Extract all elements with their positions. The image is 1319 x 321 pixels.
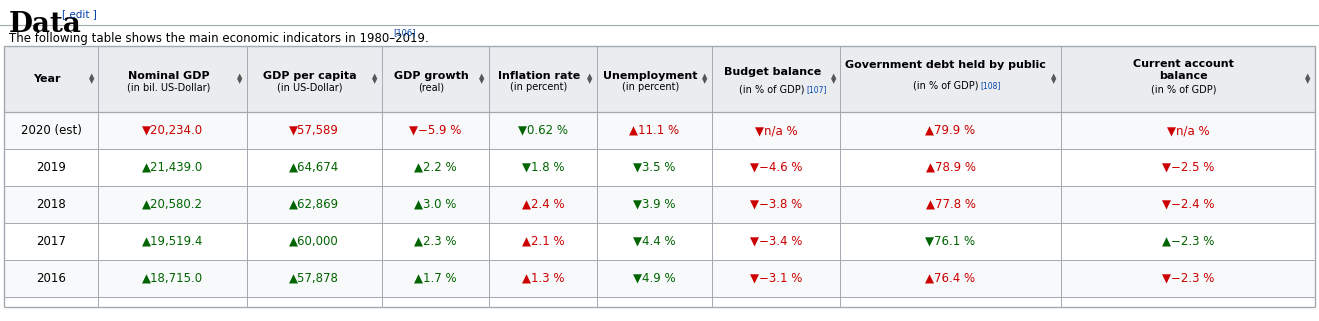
Text: (in % of GDP): (in % of GDP) <box>740 85 805 95</box>
Text: ▲2.2 %: ▲2.2 % <box>414 161 456 174</box>
Text: ▲: ▲ <box>831 74 836 80</box>
Text: ▲1.7 %: ▲1.7 % <box>414 272 456 285</box>
Text: ▲: ▲ <box>237 74 243 80</box>
Text: (in US-Dollar): (in US-Dollar) <box>277 82 343 92</box>
Text: ▼4.4 %: ▼4.4 % <box>633 235 675 248</box>
Text: 2016: 2016 <box>36 272 66 285</box>
Text: ▲: ▲ <box>88 74 94 80</box>
Text: ▼4.9 %: ▼4.9 % <box>633 272 675 285</box>
Text: ▼: ▼ <box>88 79 94 84</box>
Text: ▼3.5 %: ▼3.5 % <box>633 161 675 174</box>
Bar <box>4 260 1315 297</box>
Text: ▼76.1 %: ▼76.1 % <box>926 235 976 248</box>
Text: ▲2.1 %: ▲2.1 % <box>521 235 565 248</box>
Text: ▼−4.6 %: ▼−4.6 % <box>751 161 802 174</box>
Text: [108]: [108] <box>980 81 1000 90</box>
Text: (in percent): (in percent) <box>510 82 567 92</box>
Text: ▲: ▲ <box>587 74 592 80</box>
Text: ▲−2.3 %: ▲−2.3 % <box>1162 235 1213 248</box>
Text: ▼0.62 %: ▼0.62 % <box>518 124 567 137</box>
Text: ▲: ▲ <box>1051 74 1057 80</box>
Text: ▲: ▲ <box>702 74 707 80</box>
Text: ▼20,234.0: ▼20,234.0 <box>142 124 203 137</box>
Bar <box>4 46 1315 112</box>
Text: ▲11.1 %: ▲11.1 % <box>629 124 679 137</box>
Text: ▼: ▼ <box>831 79 836 84</box>
Text: balance: balance <box>1159 71 1208 81</box>
Text: ▲62,869: ▲62,869 <box>289 198 339 211</box>
Text: ▼1.8 %: ▼1.8 % <box>521 161 565 174</box>
Text: GDP growth: GDP growth <box>394 71 468 81</box>
Text: ▼n/a %: ▼n/a % <box>1166 124 1210 137</box>
Bar <box>4 149 1315 186</box>
Text: ▼: ▼ <box>587 79 592 84</box>
Text: Budget balance: Budget balance <box>724 67 820 77</box>
Text: [106]: [106] <box>393 28 415 37</box>
Text: (in bil. US-Dollar): (in bil. US-Dollar) <box>127 82 210 92</box>
Text: (in % of GDP): (in % of GDP) <box>913 81 979 91</box>
Text: 2018: 2018 <box>37 198 66 211</box>
Text: ▲1.3 %: ▲1.3 % <box>521 272 565 285</box>
Text: ▼n/a %: ▼n/a % <box>754 124 798 137</box>
Text: ▼−2.5 %: ▼−2.5 % <box>1162 161 1213 174</box>
Text: 2017: 2017 <box>36 235 66 248</box>
Text: Government debt held by public: Government debt held by public <box>845 60 1046 70</box>
Text: ▲20,580.2: ▲20,580.2 <box>142 198 203 211</box>
Text: ▼: ▼ <box>702 79 707 84</box>
Text: ▼−3.1 %: ▼−3.1 % <box>751 272 802 285</box>
Text: ▼−3.8 %: ▼−3.8 % <box>751 198 802 211</box>
Text: ▼−3.4 %: ▼−3.4 % <box>751 235 802 248</box>
Text: ▲78.9 %: ▲78.9 % <box>926 161 976 174</box>
Text: ▼: ▼ <box>237 79 243 84</box>
Text: Data: Data <box>9 11 82 38</box>
Text: Nominal GDP: Nominal GDP <box>128 71 210 81</box>
Text: [107]: [107] <box>806 85 827 94</box>
Text: ▲18,715.0: ▲18,715.0 <box>142 272 203 285</box>
Text: Current account: Current account <box>1133 59 1235 69</box>
Text: 2019: 2019 <box>36 161 66 174</box>
Text: Inflation rate: Inflation rate <box>497 71 580 81</box>
Text: ▲3.0 %: ▲3.0 % <box>414 198 456 211</box>
Text: ▲64,674: ▲64,674 <box>289 161 339 174</box>
Bar <box>4 223 1315 260</box>
Text: Year: Year <box>33 74 61 84</box>
Text: ▼57,589: ▼57,589 <box>289 124 339 137</box>
Text: ▼: ▼ <box>1306 79 1311 84</box>
Text: ▲77.8 %: ▲77.8 % <box>926 198 976 211</box>
Text: ▼: ▼ <box>479 79 485 84</box>
Text: The following table shows the main economic indicators in 1980–2019.: The following table shows the main econo… <box>9 32 429 45</box>
Text: ▲: ▲ <box>372 74 377 80</box>
Text: ▲57,878: ▲57,878 <box>289 272 339 285</box>
Text: (in percent): (in percent) <box>621 82 679 92</box>
Text: ▲: ▲ <box>1306 74 1311 80</box>
Text: GDP per capita: GDP per capita <box>264 71 357 81</box>
Text: (in % of GDP): (in % of GDP) <box>1151 85 1216 95</box>
Text: ▲60,000: ▲60,000 <box>289 235 339 248</box>
Text: ▼3.9 %: ▼3.9 % <box>633 198 675 211</box>
Text: ▼: ▼ <box>372 79 377 84</box>
Text: ▲2.3 %: ▲2.3 % <box>414 235 456 248</box>
Text: [ edit ]: [ edit ] <box>62 9 96 19</box>
Text: ▼−5.9 %: ▼−5.9 % <box>409 124 462 137</box>
Bar <box>4 112 1315 149</box>
Text: ▲79.9 %: ▲79.9 % <box>926 124 976 137</box>
Text: ▲19,519.4: ▲19,519.4 <box>141 235 203 248</box>
Text: ▼−2.3 %: ▼−2.3 % <box>1162 272 1213 285</box>
Text: (real): (real) <box>418 82 445 92</box>
Text: ▲76.4 %: ▲76.4 % <box>926 272 976 285</box>
Bar <box>4 186 1315 223</box>
Text: ▲: ▲ <box>479 74 485 80</box>
Text: ▲21,439.0: ▲21,439.0 <box>142 161 203 174</box>
Text: Unemployment: Unemployment <box>603 71 698 81</box>
Text: ▼−2.4 %: ▼−2.4 % <box>1162 198 1213 211</box>
Text: ▲2.4 %: ▲2.4 % <box>521 198 565 211</box>
Text: ▼: ▼ <box>1051 79 1057 84</box>
Text: 2020 (est): 2020 (est) <box>21 124 82 137</box>
Bar <box>4 46 1315 307</box>
